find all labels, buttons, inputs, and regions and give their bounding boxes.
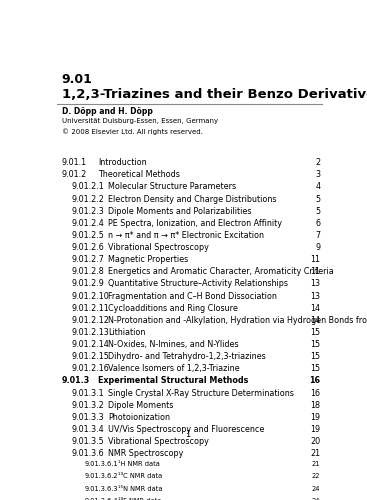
Text: ¹⁵N NMR data: ¹⁵N NMR data <box>119 486 163 492</box>
Text: 1: 1 <box>185 430 191 439</box>
Text: 13: 13 <box>310 292 320 300</box>
Text: PE Spectra, Ionization, and Electron Affinity: PE Spectra, Ionization, and Electron Aff… <box>108 219 282 228</box>
Text: 9.01.2.9: 9.01.2.9 <box>72 280 104 288</box>
Text: 9.01.2.4: 9.01.2.4 <box>72 219 104 228</box>
Text: Magnetic Properties: Magnetic Properties <box>108 255 188 264</box>
Text: © 2008 Elsevier Ltd. All rights reserved.: © 2008 Elsevier Ltd. All rights reserved… <box>62 128 202 135</box>
Text: 4: 4 <box>315 182 320 192</box>
Text: UV/Vis Spectroscopy and Fluorescence: UV/Vis Spectroscopy and Fluorescence <box>108 425 264 434</box>
Text: Introduction: Introduction <box>98 158 147 167</box>
Text: 7: 7 <box>315 231 320 240</box>
Text: 11: 11 <box>310 255 320 264</box>
Text: 9.01.2.15: 9.01.2.15 <box>72 352 109 361</box>
Text: 13: 13 <box>310 280 320 288</box>
Text: 21: 21 <box>312 462 320 468</box>
Text: 16: 16 <box>310 388 320 398</box>
Text: N-Oxides, N-Imines, and N-Ylides: N-Oxides, N-Imines, and N-Ylides <box>108 340 239 349</box>
Text: 24: 24 <box>312 486 320 492</box>
Text: D. Döpp and H. Döpp: D. Döpp and H. Döpp <box>62 106 152 116</box>
Text: 6: 6 <box>315 219 320 228</box>
Text: Experimental Structural Methods: Experimental Structural Methods <box>98 376 249 386</box>
Text: Dipole Moments: Dipole Moments <box>108 400 173 409</box>
Text: 20: 20 <box>310 437 320 446</box>
Text: ¹H NMR data: ¹H NMR data <box>119 462 160 468</box>
Text: 9: 9 <box>315 243 320 252</box>
Text: 9.01.3.3: 9.01.3.3 <box>72 413 104 422</box>
Text: Lithiation: Lithiation <box>108 328 145 337</box>
Text: 11: 11 <box>310 268 320 276</box>
Text: Energetics and Aromatic Character, Aromaticity Criteria: Energetics and Aromatic Character, Aroma… <box>108 268 334 276</box>
Text: 22: 22 <box>312 474 320 480</box>
Text: 15: 15 <box>310 340 320 349</box>
Text: 3: 3 <box>315 170 320 179</box>
Text: 16: 16 <box>309 376 320 386</box>
Text: 21: 21 <box>310 449 320 458</box>
Text: 9.01.2: 9.01.2 <box>62 170 87 179</box>
Text: 24: 24 <box>312 498 320 500</box>
Text: 18: 18 <box>310 400 320 409</box>
Text: 15: 15 <box>310 364 320 374</box>
Text: Vibrational Spectroscopy: Vibrational Spectroscopy <box>108 437 209 446</box>
Text: 9.01.3.1: 9.01.3.1 <box>72 388 104 398</box>
Text: Dihydro- and Tetrahydro-1,2,3-triazines: Dihydro- and Tetrahydro-1,2,3-triazines <box>108 352 266 361</box>
Text: 19: 19 <box>310 425 320 434</box>
Text: ¹³C NMR data: ¹³C NMR data <box>119 474 163 480</box>
Text: 1,2,3-Triazines and their Benzo Derivatives: 1,2,3-Triazines and their Benzo Derivati… <box>62 88 367 101</box>
Text: 14: 14 <box>310 304 320 312</box>
Text: Quantitative Structure–Activity Relationships: Quantitative Structure–Activity Relation… <box>108 280 288 288</box>
Text: 9.01.1: 9.01.1 <box>62 158 87 167</box>
Text: Universität Duisburg-Essen, Essen, Germany: Universität Duisburg-Essen, Essen, Germa… <box>62 118 218 124</box>
Text: 9.01.3.6.3: 9.01.3.6.3 <box>84 486 118 492</box>
Text: 9.01.3.6.4: 9.01.3.6.4 <box>84 498 118 500</box>
Text: 19: 19 <box>310 413 320 422</box>
Text: 9.01.2.13: 9.01.2.13 <box>72 328 109 337</box>
Text: ¹⁹F NMR data: ¹⁹F NMR data <box>119 498 162 500</box>
Text: n → π* and π → π* Electronic Excitation: n → π* and π → π* Electronic Excitation <box>108 231 264 240</box>
Text: 9.01.2.5: 9.01.2.5 <box>72 231 104 240</box>
Text: 9.01.2.7: 9.01.2.7 <box>72 255 104 264</box>
Text: 9.01.3.5: 9.01.3.5 <box>72 437 104 446</box>
Text: 5: 5 <box>315 194 320 203</box>
Text: 2: 2 <box>315 158 320 167</box>
Text: Vibrational Spectroscopy: Vibrational Spectroscopy <box>108 243 209 252</box>
Text: 9.01.2.3: 9.01.2.3 <box>72 206 104 216</box>
Text: 9.01.2.8: 9.01.2.8 <box>72 268 104 276</box>
Text: 5: 5 <box>315 206 320 216</box>
Text: 9.01.2.6: 9.01.2.6 <box>72 243 104 252</box>
Text: Molecular Structure Parameters: Molecular Structure Parameters <box>108 182 236 192</box>
Text: 15: 15 <box>310 352 320 361</box>
Text: 9.01.2.16: 9.01.2.16 <box>72 364 109 374</box>
Text: 15: 15 <box>310 328 320 337</box>
Text: 9.01: 9.01 <box>62 74 92 86</box>
Text: Dipole Moments and Polarizabilities: Dipole Moments and Polarizabilities <box>108 206 251 216</box>
Text: 9.01.2.2: 9.01.2.2 <box>72 194 104 203</box>
Text: 9.01.3.6: 9.01.3.6 <box>72 449 104 458</box>
Text: Photoionization: Photoionization <box>108 413 170 422</box>
Text: 9.01.2.10: 9.01.2.10 <box>72 292 109 300</box>
Text: Theoretical Methods: Theoretical Methods <box>98 170 180 179</box>
Text: 9.01.3.2: 9.01.3.2 <box>72 400 104 409</box>
Text: Fragmentation and C–H Bond Dissociation: Fragmentation and C–H Bond Dissociation <box>108 292 277 300</box>
Text: 9.01.3.6.2: 9.01.3.6.2 <box>84 474 118 480</box>
Text: 9.01.3.6.1: 9.01.3.6.1 <box>84 462 118 468</box>
Text: 9.01.3.4: 9.01.3.4 <box>72 425 104 434</box>
Text: 9.01.3: 9.01.3 <box>62 376 90 386</box>
Text: Cycloadditions and Ring Closure: Cycloadditions and Ring Closure <box>108 304 238 312</box>
Text: 9.01.2.14: 9.01.2.14 <box>72 340 109 349</box>
Text: Electron Density and Charge Distributions: Electron Density and Charge Distribution… <box>108 194 276 203</box>
Text: NMR Spectroscopy: NMR Spectroscopy <box>108 449 183 458</box>
Text: 9.01.2.12: 9.01.2.12 <box>72 316 109 325</box>
Text: Valence Isomers of 1,2,3-Triazine: Valence Isomers of 1,2,3-Triazine <box>108 364 240 374</box>
Text: 14: 14 <box>310 316 320 325</box>
Text: 9.01.2.11: 9.01.2.11 <box>72 304 109 312</box>
Text: Single Crystal X-Ray Structure Determinations: Single Crystal X-Ray Structure Determina… <box>108 388 294 398</box>
Text: N-Protonation and -Alkylation, Hydration via Hydrogen Bonds from Water: N-Protonation and -Alkylation, Hydration… <box>108 316 367 325</box>
Text: 9.01.2.1: 9.01.2.1 <box>72 182 104 192</box>
